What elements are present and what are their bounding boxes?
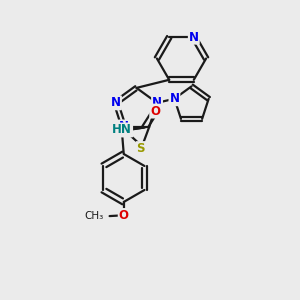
Text: HN: HN [112, 124, 132, 136]
Text: O: O [119, 209, 129, 222]
Text: N: N [189, 31, 199, 44]
Text: N: N [119, 121, 129, 134]
Text: N: N [111, 96, 121, 109]
Text: CH₃: CH₃ [84, 211, 104, 221]
Text: N: N [152, 96, 162, 109]
Text: N: N [169, 92, 179, 105]
Text: O: O [150, 105, 160, 118]
Text: S: S [136, 142, 145, 155]
